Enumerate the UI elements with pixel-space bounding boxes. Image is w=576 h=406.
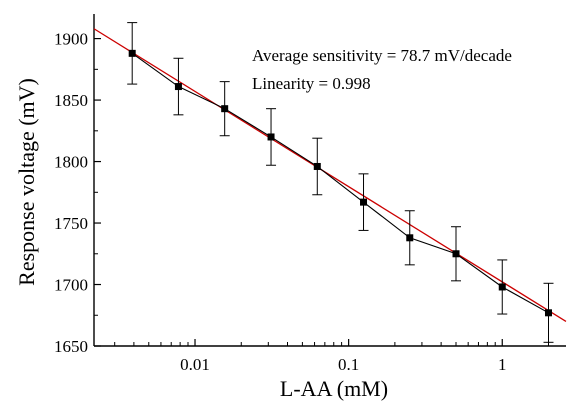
x-tick-label: 0.01: [180, 355, 210, 374]
y-tick-label: 1850: [54, 91, 88, 110]
data-point: [406, 234, 414, 242]
text-layer: Average sensitivity = 78.7 mV/decade Lin…: [14, 46, 512, 401]
x-tick-label: 1: [498, 355, 507, 374]
y-tick-label: 1900: [54, 30, 88, 49]
annotation-sensitivity: Average sensitivity = 78.7 mV/decade: [252, 46, 512, 65]
y-tick-label: 1700: [54, 276, 88, 295]
annotation-linearity: Linearity = 0.998: [252, 74, 371, 93]
axes-layer: 1650 1700 1750 1800 1850 1900 0.01 0.1 1: [54, 14, 566, 374]
fit-layer: [93, 28, 567, 322]
x-axis-label: L-AA (mM): [280, 376, 388, 401]
data-point: [313, 162, 321, 170]
data-point: [174, 83, 182, 91]
data-layer: [127, 22, 554, 343]
data-point: [544, 309, 552, 317]
data-point: [498, 283, 506, 291]
data-point: [452, 250, 460, 258]
y-tick-label: 1650: [54, 337, 88, 356]
data-point: [267, 133, 275, 141]
data-point: [360, 198, 368, 206]
y-tick-label: 1800: [54, 153, 88, 172]
data-point: [128, 49, 136, 57]
y-axis-label: Response voltage (mV): [14, 78, 39, 286]
series-line: [131, 52, 549, 314]
fit-line: [93, 28, 567, 322]
data-point: [221, 105, 229, 113]
y-tick-label: 1750: [54, 214, 88, 233]
x-tick-label: 0.1: [338, 355, 359, 374]
